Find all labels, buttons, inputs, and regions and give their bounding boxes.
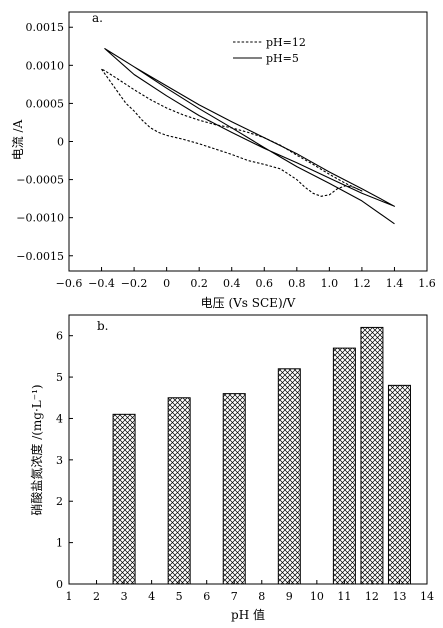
panel-label-a: a. <box>92 11 103 25</box>
y-tick-label-a: 0.0010 <box>26 59 65 72</box>
bar-ph-12 <box>360 326 384 585</box>
y-tick-label-b: 5 <box>56 371 63 384</box>
x-tick-label-a: 0.2 <box>190 277 208 290</box>
y-tick-label-b: 2 <box>56 495 63 508</box>
y-tick-label-b: 0 <box>56 578 63 591</box>
legend-label-ph12: pH=12 <box>266 36 306 49</box>
x-axis-ticks-b: 1 2 3 4 5 6 7 8 9 10 11 12 13 14 <box>66 580 434 603</box>
y-tick-label-b: 3 <box>56 454 63 467</box>
y-axis-ticks-a: 0.0015 0.0010 0.0005 0 −0.0005 −0.0010 −0.0015 <box>16 21 73 263</box>
x-tick-label-b: 11 <box>337 590 351 603</box>
y-axis-label-a: 电流 /A <box>11 119 25 160</box>
x-tick-label-a: 1.0 <box>321 277 339 290</box>
x-tick-label-b: 1 <box>66 590 73 603</box>
x-axis-label-a: 电压 (Vs SCE)/V <box>201 296 296 310</box>
bar-ph-11 <box>332 347 356 585</box>
x-axis-ticks-a: −0.6 −0.4 −0.2 0 0.2 0.4 0.6 0.8 1.0 1.2 1.4 1.6 <box>56 267 436 290</box>
x-tick-label-b: 3 <box>121 590 128 603</box>
x-tick-label-a: 1.6 <box>418 277 436 290</box>
x-tick-label-b: 6 <box>203 590 210 603</box>
x-tick-label-b: 5 <box>176 590 183 603</box>
x-tick-label-a: −0.4 <box>88 277 115 290</box>
plot-frame-b <box>68 314 428 585</box>
x-tick-label-b: 8 <box>258 590 265 603</box>
bar-ph-3 <box>112 413 136 585</box>
x-tick-label-b: 7 <box>231 590 238 603</box>
bar-ph-7 <box>222 393 246 585</box>
legend-a: pH=12 pH=5 <box>233 36 306 65</box>
x-tick-label-b: 14 <box>420 590 434 603</box>
x-tick-label-a: 0.8 <box>288 277 306 290</box>
x-tick-label-b: 12 <box>365 590 379 603</box>
x-tick-label-a: −0.6 <box>56 277 83 290</box>
x-tick-label-a: 1.2 <box>353 277 371 290</box>
legend-label-ph5: pH=5 <box>266 52 299 65</box>
bar-ph-13 <box>387 384 411 585</box>
x-tick-label-a: −0.2 <box>121 277 148 290</box>
y-tick-label-a: 0 <box>57 136 64 149</box>
bars-group-b <box>112 326 411 585</box>
x-tick-label-a: 0.4 <box>223 277 241 290</box>
series-group-a <box>101 48 396 225</box>
series-line-ph5 <box>104 48 396 225</box>
x-tick-label-a: 0 <box>163 277 170 290</box>
y-tick-label-a: 0.0015 <box>26 21 65 34</box>
y-tick-label-b: 1 <box>56 537 63 550</box>
y-axis-label-b: 硝酸盐氮浓度 /(mg·L⁻¹) <box>29 384 44 515</box>
x-tick-label-b: 13 <box>392 590 406 603</box>
y-tick-label-a: −0.0005 <box>16 174 64 187</box>
x-tick-label-a: 0.6 <box>256 277 274 290</box>
x-tick-label-b: 4 <box>148 590 155 603</box>
y-tick-label-a: −0.0015 <box>16 250 64 263</box>
plot-frame-a <box>68 11 428 272</box>
y-tick-label-a: −0.0010 <box>16 212 64 225</box>
x-tick-label-b: 10 <box>310 590 324 603</box>
x-tick-label-b: 9 <box>286 590 293 603</box>
y-tick-label-b: 4 <box>56 412 63 425</box>
y-tick-label-a: 0.0005 <box>26 97 65 110</box>
y-axis-ticks-b: 0 1 2 3 4 5 6 <box>56 330 73 591</box>
x-tick-label-b: 2 <box>93 590 100 603</box>
series-line-ph12 <box>101 68 363 197</box>
bar-ph-9 <box>277 368 301 585</box>
cyclic-voltammetry-chart: a. −0.6 −0.4 −0.2 0 0.2 0.4 0.6 0.8 1.0 1.2 1.4 1.6… <box>11 11 436 310</box>
y-tick-label-b: 6 <box>56 330 63 343</box>
x-axis-label-b: pH 值 <box>231 607 265 622</box>
bar-ph-5 <box>167 397 191 585</box>
x-tick-label-a: 1.4 <box>386 277 404 290</box>
panel-label-b: b. <box>97 319 109 333</box>
